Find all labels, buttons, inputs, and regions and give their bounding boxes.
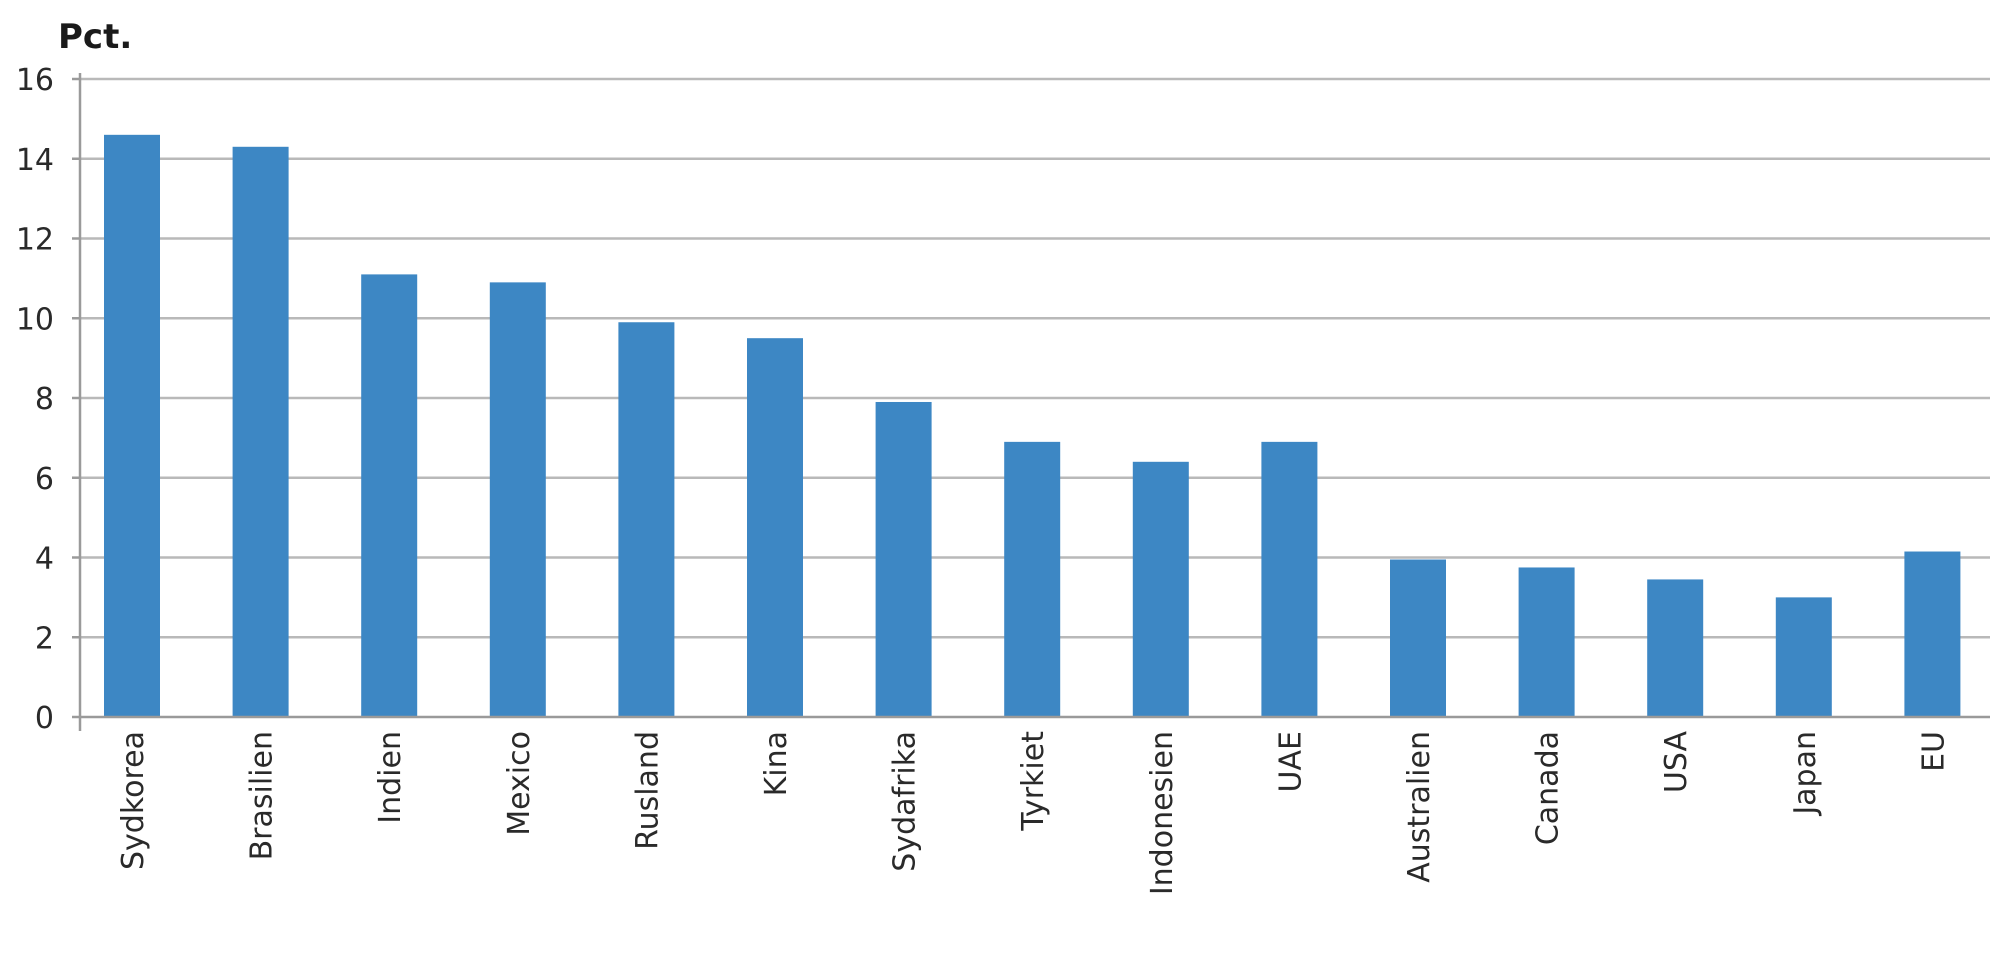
x-tick-label: Australien xyxy=(1402,731,1437,883)
bar-uae xyxy=(1261,441,1318,717)
y-tick-label: 0 xyxy=(35,701,54,736)
x-tick-label: Brasilien xyxy=(245,731,280,860)
x-tick-label: Indonesien xyxy=(1145,731,1180,895)
x-tick-label: Indien xyxy=(373,731,408,824)
y-tick-label: 16 xyxy=(16,63,54,98)
y-tick-label: 10 xyxy=(16,302,54,337)
y-tick-label: 14 xyxy=(16,143,54,178)
y-tick-label: 6 xyxy=(35,462,54,497)
bar-brasilien xyxy=(232,146,289,718)
bar-indien xyxy=(361,274,418,717)
bar-kina xyxy=(747,338,803,717)
y-tick-label: 12 xyxy=(16,223,54,258)
y-tick-label: 4 xyxy=(35,542,54,577)
y-tick-label: 8 xyxy=(35,382,54,417)
y-tick-label: 2 xyxy=(35,621,54,656)
bar-indonesien xyxy=(1132,461,1189,717)
x-tick-label: Sydafrika xyxy=(888,731,923,872)
bar-canada xyxy=(1518,567,1575,717)
y-axis-ticks: 0 2 4 6 8 10 12 14 16 xyxy=(16,63,80,736)
x-axis-ticks: Sydkorea Brasilien Indien Mexico Rusland Kina… xyxy=(116,731,1951,896)
x-tick-label: Rusland xyxy=(630,731,665,850)
bar-australien xyxy=(1390,559,1446,717)
bar-tyrkiet xyxy=(1004,441,1061,717)
bar-eu xyxy=(1904,551,1961,717)
x-tick-label: Japan xyxy=(1788,731,1823,817)
x-tick-label: UAE xyxy=(1273,731,1308,792)
bar-sydafrika xyxy=(875,401,932,717)
bar-rusland xyxy=(618,322,675,717)
x-tick-label: Mexico xyxy=(502,731,537,836)
x-tick-label: Sydkorea xyxy=(116,731,151,870)
x-tick-label: Tyrkiet xyxy=(1016,731,1051,832)
bar-japan xyxy=(1775,597,1832,717)
bar-usa xyxy=(1647,579,1704,717)
x-tick-label: EU xyxy=(1916,731,1951,772)
x-tick-label: USA xyxy=(1659,731,1694,794)
bar-sydkorea xyxy=(104,134,160,717)
x-tick-label: Kina xyxy=(759,731,794,796)
bars xyxy=(104,134,1961,718)
x-tick-label: Canada xyxy=(1531,731,1566,845)
bar-mexico xyxy=(489,282,546,717)
y-axis-label: Pct. xyxy=(58,17,132,57)
